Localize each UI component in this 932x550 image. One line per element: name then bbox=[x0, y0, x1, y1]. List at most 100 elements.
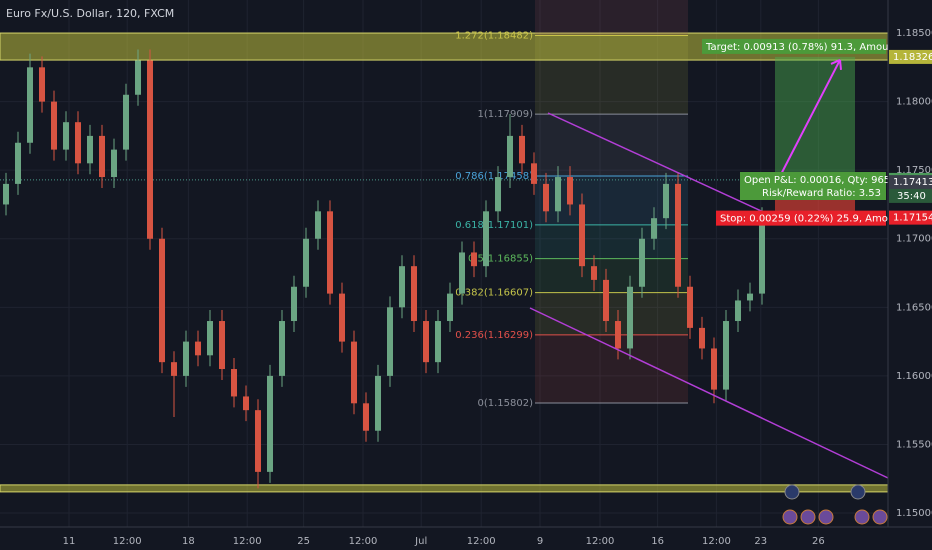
trend-line bbox=[529, 307, 889, 479]
ratio-text: Risk/Reward Ratio: 3.53 bbox=[762, 188, 881, 199]
x-tick-label: 12:00 bbox=[349, 536, 378, 547]
event-icon bbox=[782, 509, 798, 525]
candle-body bbox=[3, 183, 9, 205]
x-tick-label: 25 bbox=[297, 536, 310, 547]
event-icon bbox=[818, 509, 834, 525]
candle-body bbox=[627, 286, 633, 349]
candle-body bbox=[207, 321, 213, 356]
candle-body bbox=[615, 321, 621, 349]
candle-body bbox=[639, 238, 645, 287]
fib-label: 0.5(1.16855) bbox=[468, 254, 533, 265]
candle-body bbox=[195, 341, 201, 356]
y-tick-label: 1.15000 bbox=[896, 508, 932, 519]
pnl-text: Open P&L: 0.00016, Qty: 96525 bbox=[744, 175, 903, 186]
candle-body bbox=[435, 321, 441, 363]
fib-label: 1(1.17909) bbox=[477, 109, 533, 120]
candle-body bbox=[351, 341, 357, 404]
candle-body bbox=[567, 177, 573, 205]
x-tick-label: 12:00 bbox=[113, 536, 142, 547]
candle-body bbox=[291, 286, 297, 322]
fib-zone bbox=[535, 292, 688, 335]
fib-zone bbox=[535, 224, 688, 259]
candle-body bbox=[339, 293, 345, 342]
x-tick-label: 12:00 bbox=[233, 536, 262, 547]
candle-body bbox=[219, 321, 225, 370]
chart-title: Euro Fx/U.S. Dollar, 120, FXCM bbox=[6, 7, 174, 20]
candle-body bbox=[687, 286, 693, 328]
candle-body bbox=[459, 252, 465, 294]
candle-body bbox=[747, 293, 753, 301]
candle-body bbox=[159, 238, 165, 363]
x-tick-label: 18 bbox=[182, 536, 195, 547]
candle-body bbox=[483, 211, 489, 267]
x-tick-label: 12:00 bbox=[702, 536, 731, 547]
fib-label: 0.618(1.17101) bbox=[455, 220, 533, 231]
overlays: 1.272(1.18482) 1(1.17909) 0.786(1.17458) 0.… bbox=[0, 0, 889, 493]
candle-body bbox=[315, 211, 321, 239]
y-tick-label: 1.18000 bbox=[896, 97, 932, 108]
candle-body bbox=[735, 300, 741, 322]
candle-body bbox=[507, 135, 513, 178]
candle-body bbox=[555, 177, 561, 212]
stop-box bbox=[716, 210, 886, 226]
countdown-bg bbox=[889, 188, 932, 203]
candle-body bbox=[327, 211, 333, 294]
candle-body bbox=[723, 321, 729, 390]
candle-body bbox=[495, 177, 501, 212]
fib-zone bbox=[535, 258, 688, 293]
candle-body bbox=[99, 135, 105, 178]
candle-body bbox=[711, 348, 717, 390]
candle-body bbox=[651, 218, 657, 239]
position-arrow bbox=[777, 59, 841, 181]
trend-line bbox=[547, 112, 771, 216]
y-tick-label: 1.18500 bbox=[896, 28, 932, 39]
candle-body bbox=[423, 321, 429, 363]
x-tick-label: 11 bbox=[63, 536, 76, 547]
zone bbox=[0, 484, 889, 493]
axes: 1.15000 1.15500 1.16000 1.16500 1.17000 1.175… bbox=[63, 28, 932, 547]
target-text: Target: 0.00913 (0.78%) 91.3, Amount: bbox=[705, 42, 902, 53]
candle-body bbox=[591, 266, 597, 280]
candle-body bbox=[231, 369, 237, 397]
x-tick-label: Jul bbox=[414, 536, 427, 547]
stop-text: Stop: 0.00259 (0.22%) 25.9, Amount: bbox=[720, 214, 908, 225]
candle-body bbox=[123, 94, 129, 150]
y-tick-label: 1.17000 bbox=[896, 234, 932, 245]
candle-body bbox=[375, 375, 381, 431]
x-tick-label: 16 bbox=[651, 536, 664, 547]
y-tick-label: 1.15500 bbox=[896, 439, 932, 450]
price-label: 1.18326 bbox=[893, 52, 932, 63]
candle-body bbox=[111, 149, 117, 178]
candle-body bbox=[579, 204, 585, 267]
candle-body bbox=[603, 279, 609, 322]
target-box bbox=[702, 38, 886, 54]
candle-body bbox=[699, 327, 705, 349]
candle-body bbox=[183, 341, 189, 376]
x-tick-label: 23 bbox=[754, 536, 767, 547]
drawings: Target: 0.00913 (0.78%) 91.3, Amount: Ope… bbox=[529, 38, 908, 479]
x-tick-label: 9 bbox=[537, 536, 543, 547]
candle-body bbox=[243, 396, 249, 411]
candle-body bbox=[471, 252, 477, 267]
event-icons bbox=[782, 484, 888, 525]
price-label: 1.17413 bbox=[893, 177, 932, 188]
candle-body bbox=[519, 135, 525, 164]
candle-body bbox=[411, 266, 417, 322]
candle-body bbox=[675, 183, 681, 287]
event-icon bbox=[850, 484, 866, 500]
event-icon bbox=[872, 509, 888, 525]
price-label-bg bbox=[889, 175, 932, 190]
price-label-bg bbox=[889, 49, 932, 64]
candle-body bbox=[267, 375, 273, 472]
x-tick-label: 12:00 bbox=[467, 536, 496, 547]
fib-label: 0.786(1.17458) bbox=[455, 171, 533, 182]
fib-label: 0.236(1.16299) bbox=[455, 330, 533, 341]
fib-label: 0(1.15802) bbox=[477, 398, 533, 409]
candle-body bbox=[663, 183, 669, 219]
candle-body bbox=[15, 142, 21, 184]
x-tick-label: 12:00 bbox=[586, 536, 615, 547]
event-icon bbox=[784, 484, 800, 500]
candle-body bbox=[363, 403, 369, 431]
